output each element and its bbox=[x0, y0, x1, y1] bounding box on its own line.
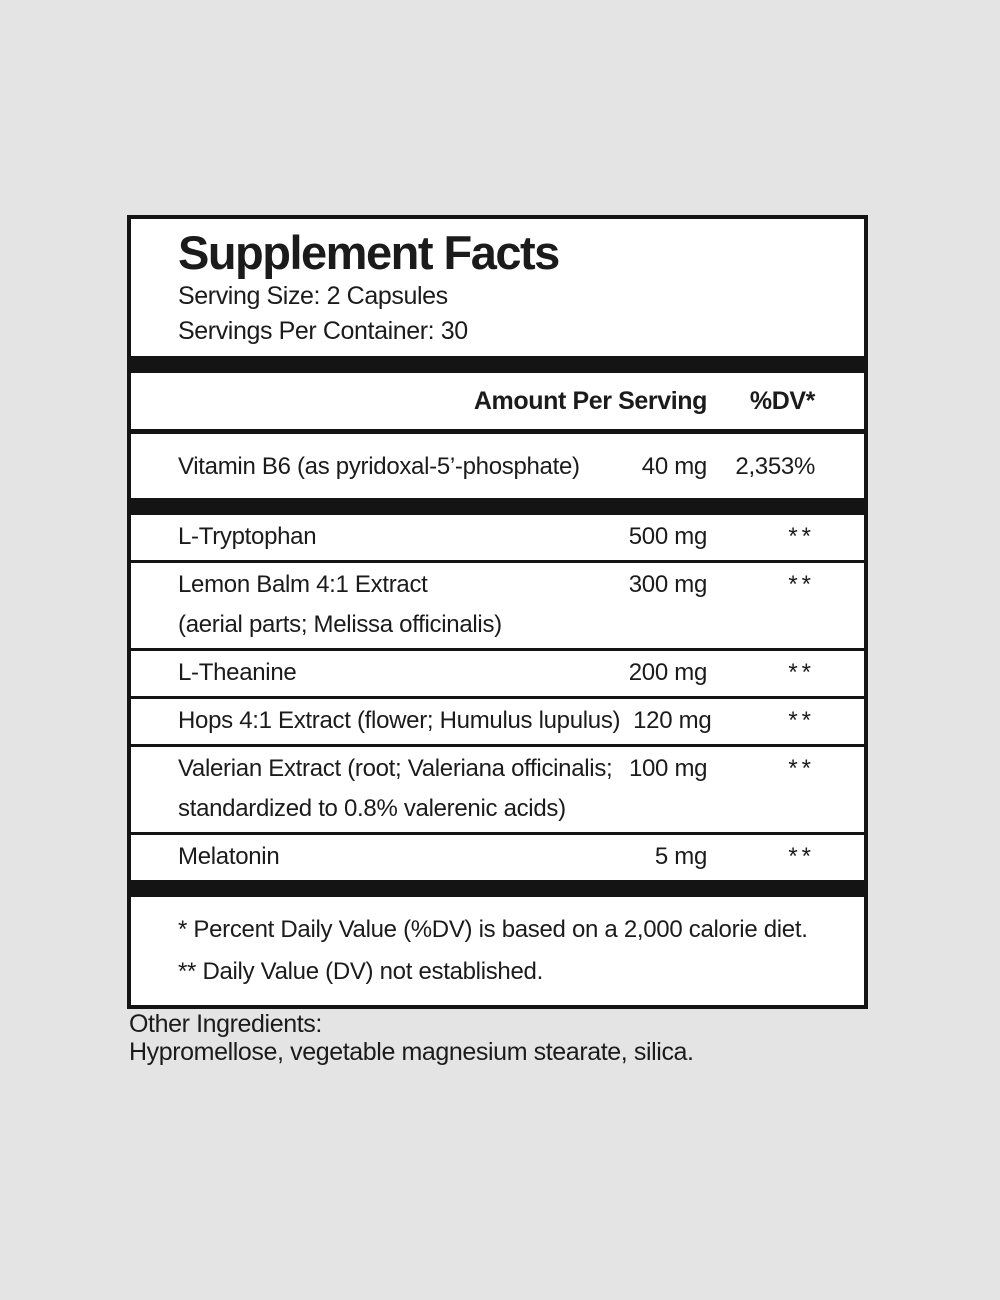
ingredient-name: L-Tryptophan bbox=[178, 523, 317, 550]
thick-divider-middle bbox=[131, 498, 864, 515]
title-block: Supplement Facts Serving Size: 2 Capsule… bbox=[131, 219, 864, 356]
ingredient-rows: L-Tryptophan 500 mg ** Lemon Balm 4:1 Ex… bbox=[131, 515, 864, 880]
panel-title: Supplement Facts bbox=[178, 226, 560, 279]
thick-divider-bottom bbox=[131, 880, 864, 897]
ingredient-amount: 5 mg bbox=[654, 843, 707, 870]
ingredient-name-continued: standardized to 0.8% valerenic acids) bbox=[178, 795, 566, 822]
column-header-row: Amount Per Serving %DV* bbox=[131, 373, 864, 434]
other-ingredients-heading: Other Ingredients: bbox=[129, 1010, 322, 1038]
ingredient-amount: 120 mg bbox=[633, 707, 712, 734]
ingredient-name: Valerian Extract (root; Valeriana offici… bbox=[178, 755, 613, 782]
supplement-facts-panel: Supplement Facts Serving Size: 2 Capsule… bbox=[127, 215, 868, 1009]
table-row-vitamin-b6: Vitamin B6 (as pyridoxal-5’-phosphate) 4… bbox=[131, 434, 864, 498]
footnote-percent-dv: * Percent Daily Value (%DV) is based on … bbox=[178, 916, 808, 943]
other-ingredients-block: Other Ingredients: Hypromellose, vegetab… bbox=[129, 1010, 694, 1066]
ingredient-dv: 2,353% bbox=[735, 453, 815, 480]
servings-per-container-text: Servings Per Container: 30 bbox=[178, 317, 468, 345]
ingredient-name: Melatonin bbox=[178, 843, 280, 870]
ingredient-dv: ** bbox=[788, 843, 815, 870]
thick-divider-top bbox=[131, 356, 864, 373]
ingredient-amount: 40 mg bbox=[641, 453, 708, 480]
ingredient-name: L-Theanine bbox=[178, 659, 297, 686]
ingredient-name: Vitamin B6 (as pyridoxal-5’-phosphate) bbox=[178, 453, 580, 480]
amount-per-serving-header: Amount Per Serving bbox=[473, 387, 708, 415]
table-row: Melatonin 5 mg ** bbox=[131, 832, 864, 880]
ingredient-amount: 300 mg bbox=[628, 571, 708, 598]
ingredient-dv: ** bbox=[788, 523, 815, 550]
table-row: L-Theanine 200 mg ** bbox=[131, 648, 864, 696]
table-row: Lemon Balm 4:1 Extract 300 mg ** (aerial… bbox=[131, 560, 864, 648]
dv-header: %DV* bbox=[749, 387, 815, 415]
ingredient-amount: 100 mg bbox=[628, 755, 708, 782]
ingredient-dv: ** bbox=[788, 659, 815, 686]
ingredient-name: Lemon Balm 4:1 Extract bbox=[178, 571, 428, 598]
ingredient-amount: 200 mg bbox=[628, 659, 708, 686]
table-row: Hops 4:1 Extract (flower; Humulus lupulu… bbox=[131, 696, 864, 744]
footnote-dv-not-established: ** Daily Value (DV) not established. bbox=[178, 958, 543, 985]
ingredient-name: Hops 4:1 Extract (flower; Humulus lupulu… bbox=[178, 707, 621, 734]
ingredient-name-continued: (aerial parts; Melissa officinalis) bbox=[178, 611, 502, 638]
table-row: L-Tryptophan 500 mg ** bbox=[131, 515, 864, 560]
serving-size-text: Serving Size: 2 Capsules bbox=[178, 282, 448, 310]
ingredient-dv: ** bbox=[788, 571, 815, 598]
footnotes: * Percent Daily Value (%DV) is based on … bbox=[131, 897, 864, 1005]
table-row: Valerian Extract (root; Valeriana offici… bbox=[131, 744, 864, 832]
ingredient-dv: ** bbox=[788, 707, 815, 734]
other-ingredients-text: Hypromellose, vegetable magnesium steara… bbox=[129, 1038, 694, 1066]
ingredient-amount: 500 mg bbox=[628, 523, 708, 550]
ingredient-dv: ** bbox=[788, 755, 815, 782]
